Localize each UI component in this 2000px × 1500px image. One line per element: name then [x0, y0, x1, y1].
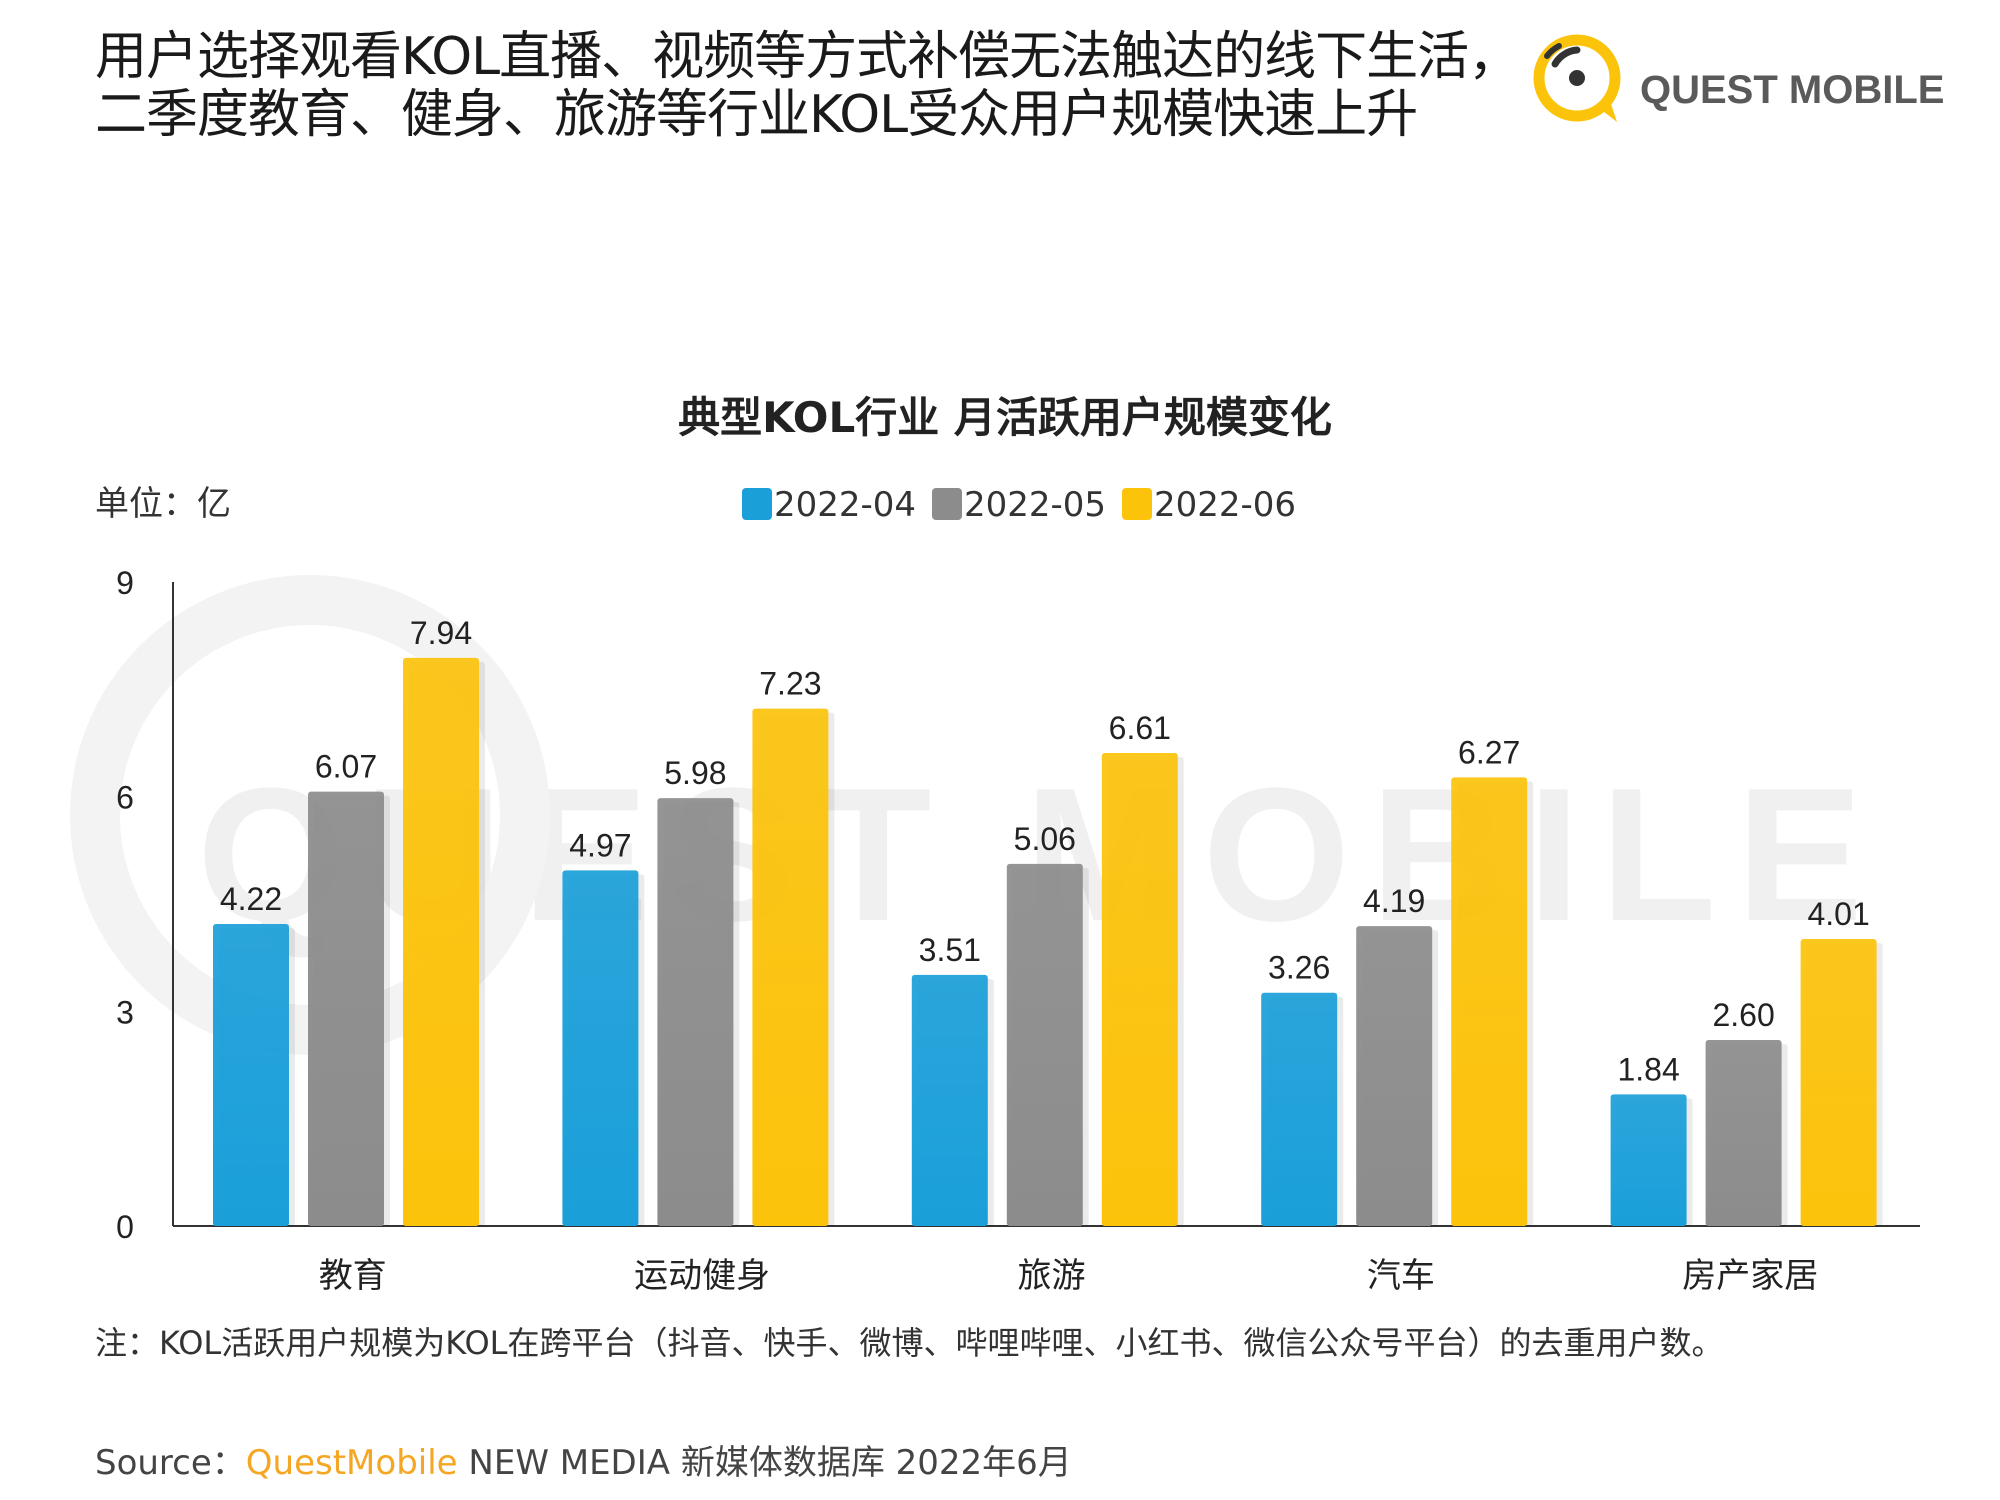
bar-2022-06-教育	[403, 657, 479, 1226]
logo-text: QUEST MOBILE	[1640, 68, 1945, 112]
bar-2022-06-运动健身	[752, 708, 829, 1226]
y-tick-label: 6	[116, 780, 134, 816]
quest-mobile-logo-icon	[1533, 34, 1621, 122]
bar-2022-04-房产家居	[1610, 1094, 1687, 1226]
source-line: Source：QuestMobile NEW MEDIA 新媒体数据库 2022…	[95, 1435, 1072, 1484]
legend-swatch-2022-05	[932, 488, 962, 520]
legend-swatch-2022-04	[742, 488, 772, 520]
data-label: 3.26	[1268, 950, 1330, 986]
source-prefix: Source：	[95, 1443, 246, 1483]
legend-swatch-2022-06	[1122, 488, 1152, 520]
bar-2022-04-运动健身	[562, 870, 639, 1226]
bar-2022-04-汽车	[1261, 992, 1338, 1226]
data-label: 4.97	[569, 827, 631, 863]
chart-title: 典型KOL行业 月活跃用户规模变化	[678, 393, 1332, 442]
data-label: 2.60	[1712, 997, 1774, 1033]
data-label: 4.19	[1363, 883, 1425, 919]
legend-label-2022-04: 2022-04	[774, 485, 916, 525]
x-tick-label: 旅游	[1018, 1256, 1086, 1296]
bar-2022-05-教育	[308, 791, 384, 1226]
data-label: 4.22	[220, 881, 282, 917]
bar-2022-06-旅游	[1101, 753, 1178, 1226]
source-brand: QuestMobile	[245, 1443, 458, 1483]
bar-2022-06-汽车	[1451, 777, 1528, 1226]
data-label: 7.94	[410, 615, 472, 651]
bar-2022-05-房产家居	[1705, 1039, 1782, 1226]
data-label: 6.27	[1458, 734, 1520, 770]
x-tick-label: 教育	[319, 1256, 387, 1296]
x-tick-label: 运动健身	[634, 1256, 770, 1296]
unit-label: 单位：亿	[95, 484, 231, 524]
bar-2022-05-旅游	[1006, 863, 1083, 1226]
legend-label-2022-05: 2022-05	[964, 485, 1106, 525]
data-label: 4.01	[1807, 896, 1869, 932]
x-tick-label: 房产家居	[1682, 1256, 1818, 1296]
y-tick-label: 3	[116, 994, 134, 1030]
data-label: 6.07	[315, 749, 377, 785]
y-tick-label: 0	[116, 1209, 134, 1245]
data-label: 7.23	[759, 666, 821, 702]
data-label: 3.51	[919, 932, 981, 968]
data-label: 5.06	[1014, 821, 1076, 857]
data-label: 1.84	[1617, 1051, 1679, 1087]
data-label: 6.61	[1109, 710, 1171, 746]
bar-2022-05-运动健身	[657, 798, 734, 1226]
source-rest: NEW MEDIA 新媒体数据库 2022年6月	[457, 1443, 1072, 1483]
bar-2022-04-教育	[213, 924, 289, 1226]
bar-2022-05-汽车	[1356, 926, 1433, 1226]
y-tick-label: 9	[116, 565, 134, 601]
footnote: 注：KOL活跃用户规模为KOL在跨平台（抖音、快手、微博、哔哩哔哩、小红书、微信…	[95, 1324, 1724, 1362]
bar-2022-06-房产家居	[1800, 939, 1877, 1226]
x-tick-label: 汽车	[1367, 1256, 1435, 1296]
quest-mobile-logo: QUEST MOBILE	[1525, 26, 1945, 126]
bar-2022-04-旅游	[911, 974, 988, 1226]
data-label: 5.98	[664, 755, 726, 791]
headline-line-2: 二季度教育、健身、旅游等行业KOL受众用户规模快速上升	[95, 85, 1418, 145]
headline-line-1: 用户选择观看KOL直播、视频等方式补偿无法触达的线下生活，	[95, 27, 1520, 87]
legend-label-2022-06: 2022-06	[1154, 485, 1296, 525]
headline: 用户选择观看KOL直播、视频等方式补偿无法触达的线下生活， 二季度教育、健身、旅…	[95, 27, 1520, 145]
